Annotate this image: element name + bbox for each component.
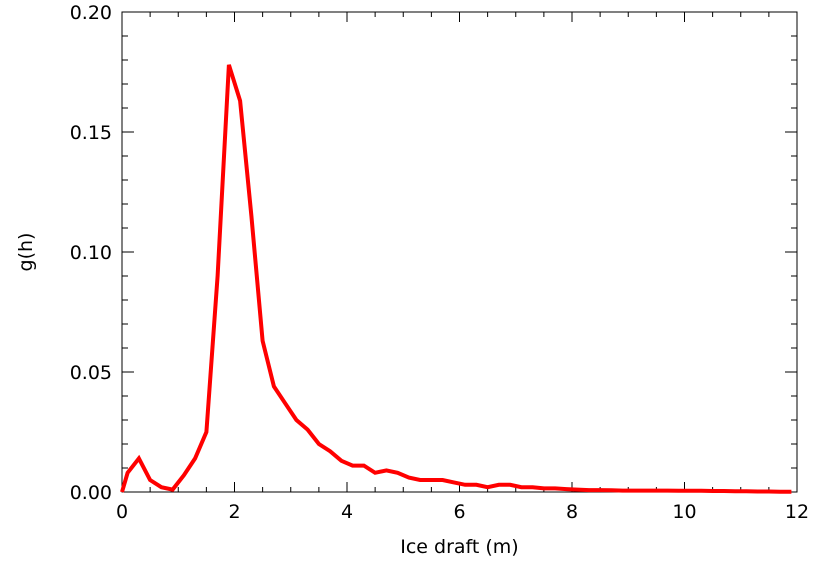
x-tick-label: 0 xyxy=(116,501,128,523)
y-axis-label: g(h) xyxy=(15,233,37,272)
x-tick-label: 4 xyxy=(341,501,353,523)
series-line xyxy=(120,64,792,494)
y-tick-label: 0.05 xyxy=(70,362,112,384)
x-tick-label: 12 xyxy=(785,501,809,523)
ticks xyxy=(121,11,798,493)
plot-frame xyxy=(121,11,798,493)
x-tick-label: 6 xyxy=(453,501,465,523)
x-tick-label: 2 xyxy=(228,501,240,523)
x-axis-label: Ice draft (m) xyxy=(400,536,518,558)
y-tick-label: 0.20 xyxy=(70,2,112,24)
y-tick-label: 0.15 xyxy=(70,122,112,144)
x-tick-label: 8 xyxy=(566,501,578,523)
y-tick-label: 0.10 xyxy=(70,242,112,264)
tick-labels: 0 2 4 6 8 10 12 0.00 0.05 0.10 0.15 0.20 xyxy=(70,2,809,523)
y-tick-label: 0.00 xyxy=(70,482,112,504)
x-tick-label: 10 xyxy=(672,501,696,523)
